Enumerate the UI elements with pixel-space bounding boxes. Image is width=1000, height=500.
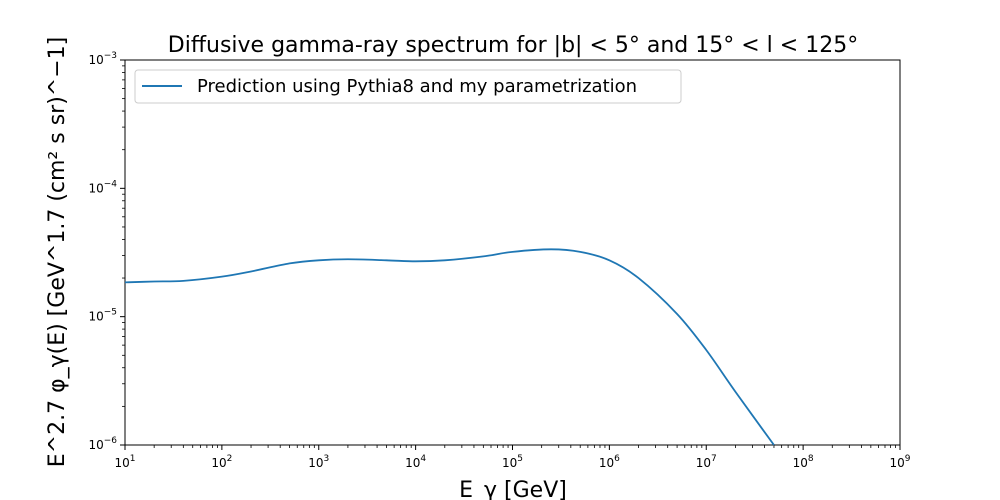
x-tick-label: 102 [211, 454, 232, 470]
x-tick-label: 103 [308, 454, 329, 470]
x-tick-label: 101 [114, 454, 135, 470]
y-tick-label: 10−6 [88, 436, 117, 452]
series-layer [124, 248, 775, 446]
x-tick-label: 107 [696, 454, 717, 470]
series-line [124, 248, 775, 446]
x-tick-label: 106 [599, 454, 620, 470]
y-tick-label: 10−3 [88, 51, 117, 67]
x-tick-label: 108 [793, 454, 814, 470]
legend-box [134, 69, 682, 104]
legend: Prediction using Pythia8 and my parametr… [134, 69, 682, 104]
x-tick-label: 109 [889, 454, 910, 470]
x-tick-label: 104 [405, 454, 426, 470]
legend-entry-label: Prediction using Pythia8 and my parametr… [197, 76, 637, 97]
y-tick-label: 10−4 [88, 179, 117, 195]
y-axis-label: E^2.7 φ_γ(E) [GeV^1.7 (cm² s sr)^−1] [45, 37, 70, 467]
x-tick-label: 105 [502, 454, 523, 470]
y-tick-label: 10−5 [88, 308, 117, 324]
x-axis-label: E_γ [GeV] [459, 478, 567, 500]
ticks-layer: 101 102 103 104 105 106 107 108 109 10−6 10−5 10−4 1… [88, 51, 910, 470]
chart-title: Diffusive gamma-ray spectrum for |b| < 5… [168, 33, 858, 58]
